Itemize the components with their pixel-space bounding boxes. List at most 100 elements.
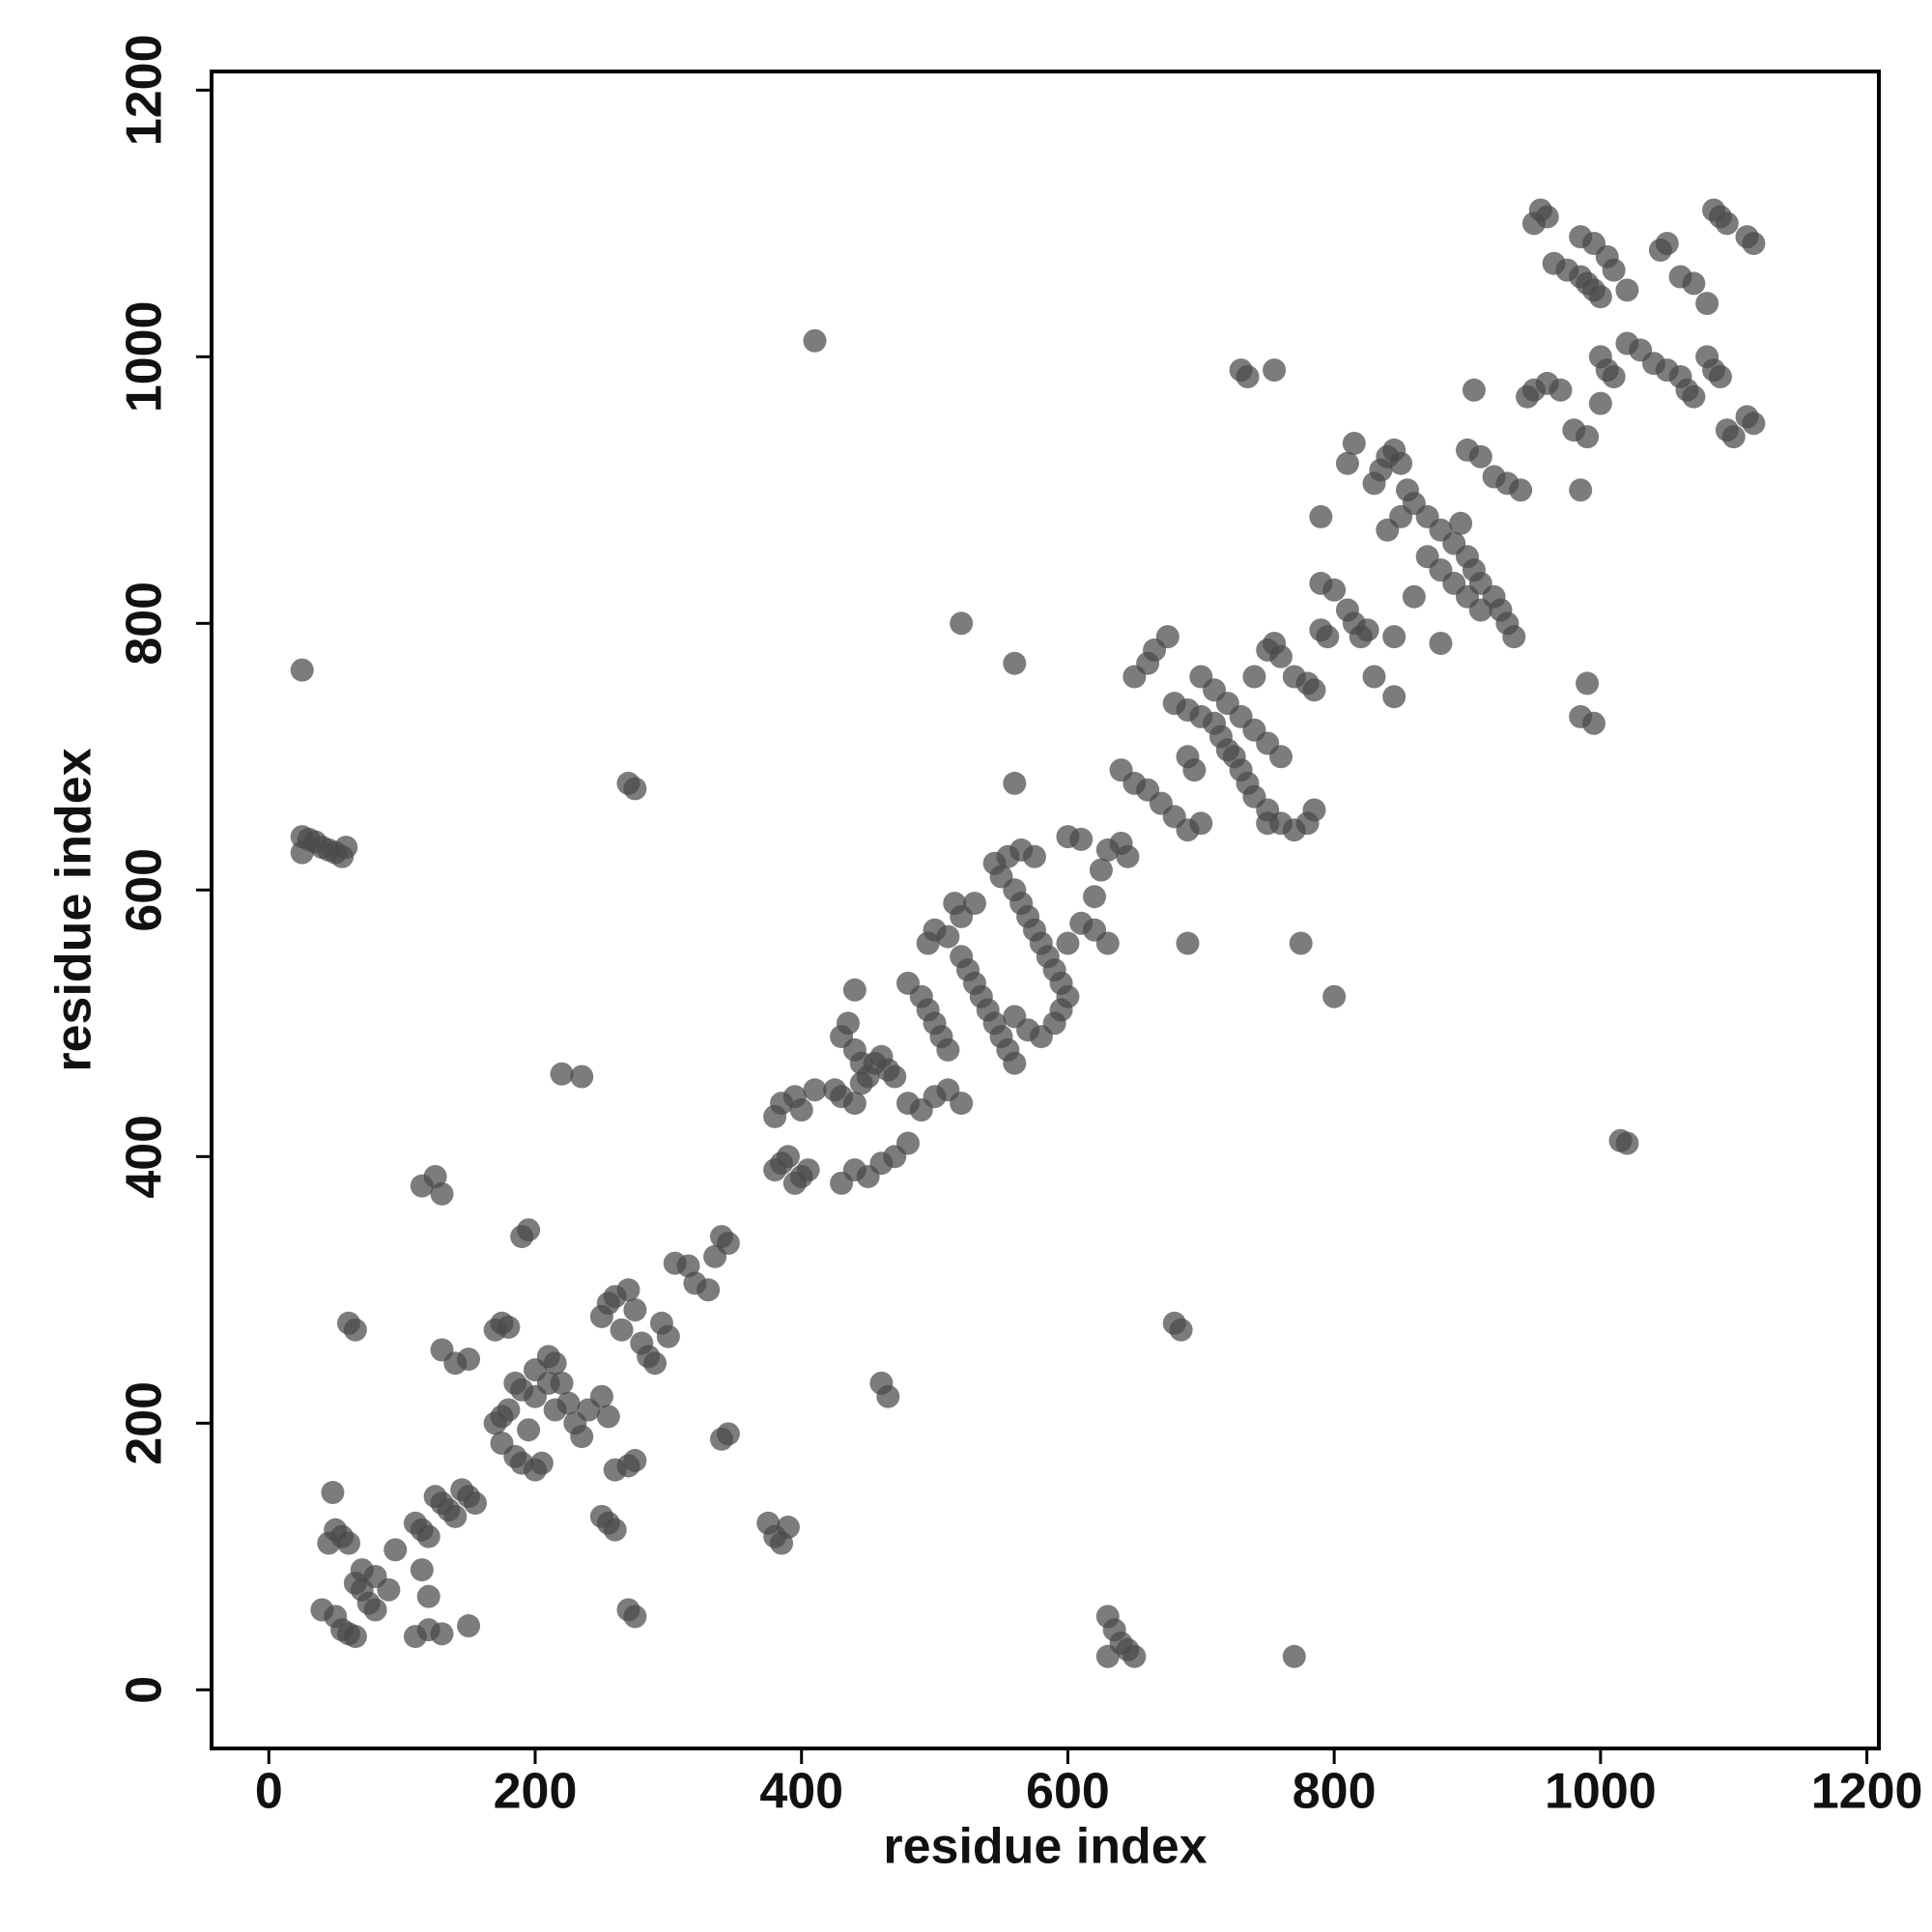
point	[1502, 625, 1526, 649]
point	[497, 1315, 521, 1339]
point	[463, 1492, 487, 1516]
point	[1095, 931, 1120, 955]
point	[550, 1062, 574, 1086]
y-tick-label: 200	[117, 1381, 173, 1465]
point	[377, 1577, 401, 1602]
point	[1362, 665, 1386, 689]
point	[876, 1384, 900, 1408]
point	[1569, 704, 1593, 728]
point	[1049, 998, 1073, 1022]
point	[1576, 425, 1600, 449]
point	[1269, 745, 1293, 769]
point	[497, 1398, 521, 1422]
y-axis-label: residue index	[46, 748, 102, 1071]
point	[603, 1518, 627, 1542]
point	[317, 1531, 341, 1555]
point	[1003, 1051, 1027, 1075]
point	[896, 1131, 921, 1155]
point	[842, 978, 867, 1002]
point	[1588, 285, 1612, 309]
point	[570, 1425, 594, 1449]
point	[1355, 618, 1379, 642]
point	[457, 1614, 481, 1638]
point	[334, 836, 358, 860]
point	[517, 1218, 541, 1242]
point	[543, 1398, 567, 1422]
point	[1569, 478, 1593, 502]
point	[1083, 885, 1107, 909]
point	[776, 1145, 800, 1169]
point	[1176, 931, 1200, 955]
point	[1335, 451, 1359, 475]
point	[1742, 232, 1766, 256]
point	[1322, 578, 1347, 602]
point	[1155, 625, 1179, 649]
point	[1715, 212, 1739, 236]
point	[1095, 1644, 1120, 1668]
point	[1269, 644, 1293, 668]
point	[962, 892, 986, 916]
point	[1548, 378, 1573, 402]
x-axis-label: residue index	[883, 1819, 1207, 1875]
y-tick-label: 1200	[117, 34, 173, 146]
y-tick-label: 600	[117, 848, 173, 932]
point	[950, 611, 974, 636]
point	[1602, 365, 1626, 389]
point	[1056, 931, 1080, 955]
point	[836, 1011, 860, 1036]
point	[1468, 444, 1492, 469]
point	[1089, 858, 1113, 882]
point	[384, 1538, 408, 1562]
point	[430, 1181, 454, 1206]
point	[570, 1065, 594, 1089]
point	[1708, 365, 1732, 389]
x-tick-label: 800	[1293, 1764, 1377, 1820]
point	[1695, 292, 1719, 316]
point	[1322, 984, 1347, 1009]
point	[1022, 844, 1046, 868]
point	[1509, 478, 1533, 502]
x-tick-label: 1000	[1545, 1764, 1657, 1820]
point	[1742, 412, 1766, 436]
point	[1615, 278, 1639, 302]
point	[623, 1297, 647, 1321]
point	[1189, 811, 1213, 836]
y-tick-label: 800	[117, 582, 173, 666]
point	[623, 1448, 647, 1472]
point	[536, 1371, 560, 1395]
point	[789, 1097, 813, 1122]
point	[849, 1051, 873, 1075]
point	[610, 1318, 634, 1342]
point	[1302, 678, 1326, 702]
point	[936, 1037, 960, 1062]
point	[1302, 798, 1326, 822]
point	[1116, 844, 1140, 868]
point	[623, 777, 647, 801]
point	[803, 1078, 827, 1102]
point	[1282, 1644, 1306, 1668]
point	[543, 1351, 567, 1376]
point	[290, 658, 314, 682]
point	[1289, 931, 1313, 955]
point	[321, 1481, 345, 1505]
point	[1682, 271, 1706, 296]
point	[1535, 205, 1559, 229]
y-tick-label: 1000	[117, 300, 173, 412]
point	[716, 1231, 740, 1255]
point	[1468, 598, 1492, 622]
point	[643, 1351, 668, 1376]
point	[656, 1324, 680, 1349]
point	[1069, 827, 1094, 851]
point	[883, 1065, 907, 1089]
point	[596, 1405, 620, 1429]
point	[1242, 665, 1266, 689]
point	[1169, 1318, 1193, 1342]
point	[1376, 518, 1400, 542]
point	[1588, 391, 1612, 415]
point	[1402, 584, 1426, 609]
point	[1256, 811, 1280, 836]
x-tick-label: 600	[1026, 1764, 1110, 1820]
point	[1382, 625, 1406, 649]
point	[1602, 258, 1626, 282]
